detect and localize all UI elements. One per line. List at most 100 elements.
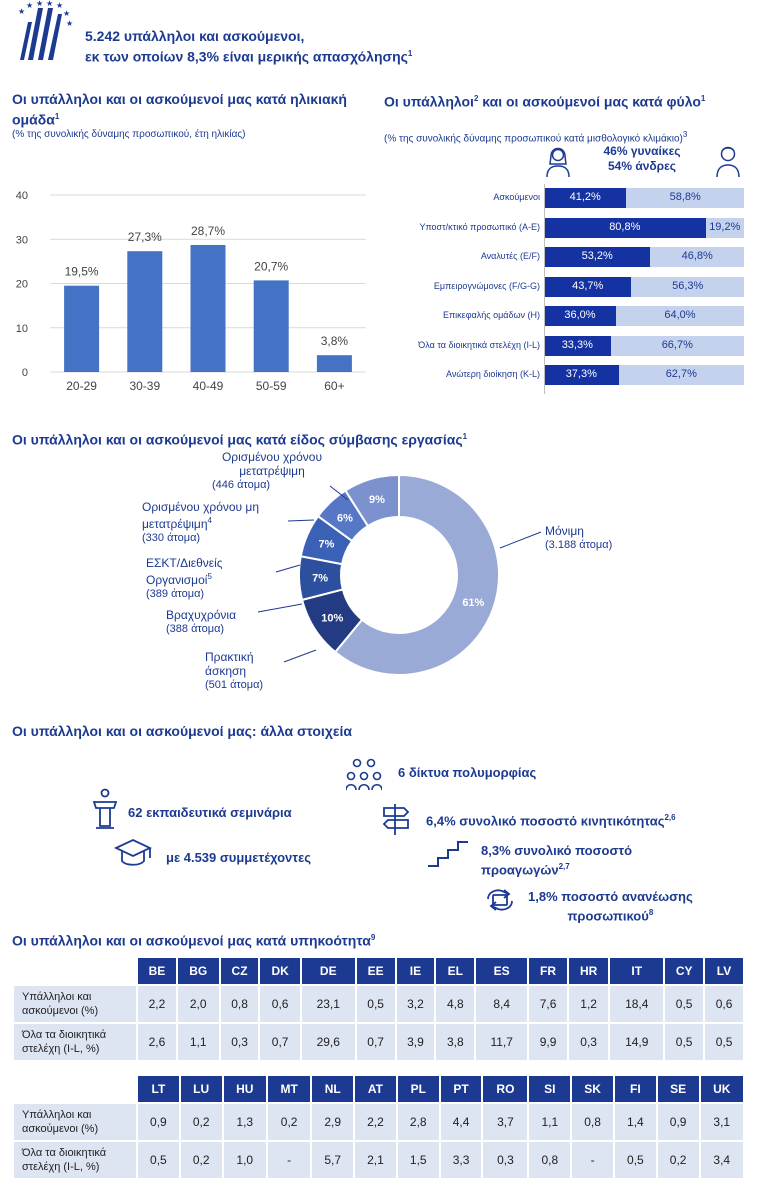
age-bar-chart: 0 10 20 30 40 19,5% 20-29 27,3% 30-39 28,7% 40-49 2… — [16, 190, 366, 393]
table-cell: 0,9 — [138, 1104, 179, 1140]
female-share-bar: 43,7% — [544, 276, 632, 297]
gender-bar: 80,8% 19,2% — [544, 217, 744, 238]
table-cell: 0,2 — [657, 1142, 699, 1178]
table-cell: - — [267, 1142, 311, 1178]
male-share-label: 62,7% — [665, 368, 697, 380]
table-cell: 1,5 — [397, 1142, 439, 1178]
country-code-cell: UK — [700, 1076, 743, 1102]
table-cell: 5,7 — [312, 1142, 354, 1178]
table-cell: 2,2 — [138, 986, 176, 1022]
table-cell: 0,8 — [572, 1104, 613, 1140]
gender-stacked-bar-chart: Ασκούμενοι 41,2% 58,8% Υποστ/κτικό προσωπικ… — [382, 188, 759, 398]
female-share-bar: 41,2% — [544, 188, 627, 208]
table-cell: 3,7 — [483, 1104, 528, 1140]
gender-row: Εμπειρογνώμονες (F/G-G) 43,7% 56,3% — [382, 276, 759, 297]
table-cell: 1,3 — [223, 1104, 266, 1140]
x-tick-label: 40-49 — [193, 379, 224, 393]
gender-row-label: Υποστ/κτικό προσωπικό (A-E) — [419, 221, 540, 232]
country-code-cell: PT — [440, 1076, 482, 1102]
other-facts-title: Οι υπάλληλοι και οι ασκούμενοί μας: άλλα… — [12, 723, 353, 739]
gender-bar: 41,2% 58,8% — [544, 188, 744, 208]
country-code-cell: ES — [476, 958, 528, 984]
svg-text:★: ★ — [26, 1, 33, 10]
male-share-label: 56,3% — [672, 279, 704, 292]
country-code-cell: RO — [483, 1076, 528, 1102]
age-bar-label: 20,7% — [254, 259, 288, 273]
age-bar-label: 28,7% — [191, 224, 225, 238]
table-row-managers: Όλα τα διοικητικά στελέχη (I-L, %) 0,5 0,2 1… — [14, 1142, 743, 1178]
table-header-row: LT LU HU MT NL AT PL PT RO SI SK FI SE UK — [14, 1076, 743, 1102]
country-code-cell: HR — [568, 958, 609, 984]
table-cell: 1,4 — [614, 1104, 656, 1140]
gender-bar: 33,3% 66,7% — [544, 335, 744, 356]
row-label-staff: Υπάλληλοι και ασκούμενοι (%) — [14, 1104, 136, 1140]
fact-participants: με 4.539 συμμετέχοντες — [166, 850, 311, 865]
country-code-cell: SI — [529, 1076, 571, 1102]
female-share-label: 53,2% — [581, 250, 613, 262]
country-code-cell: EL — [436, 958, 475, 984]
male-share-label: 46,8% — [681, 250, 713, 262]
table-cell: 3,2 — [396, 986, 435, 1022]
table-cell: 23,1 — [301, 986, 355, 1022]
fact-mobility: 6,4% συνολικό ποσοστό κινητικότητας2,6 — [426, 813, 676, 829]
table-cell: 0,5 — [614, 1142, 656, 1178]
donut-slice-label: 7% — [312, 572, 328, 584]
gender-legend: 46% γυναίκες 54% άνδρες — [578, 144, 706, 174]
svg-text:★: ★ — [46, 0, 53, 8]
country-code-cell: CZ — [220, 958, 259, 984]
people-group-icon — [346, 758, 382, 791]
woman-icon — [546, 147, 570, 178]
nationality-table-1: BE BG CZ DK DE EE IE EL ES FR HR IT CY LV Υπάλληλοι κ… — [12, 956, 745, 1062]
table-cell: 3,4 — [700, 1142, 743, 1178]
country-code-cell: LV — [705, 958, 743, 984]
x-tick-label: 30-39 — [129, 379, 160, 393]
svg-text:★: ★ — [63, 9, 70, 18]
female-share-label: 36,0% — [564, 309, 596, 321]
table-cell: 0,3 — [483, 1142, 528, 1178]
signpost-icon — [382, 804, 410, 835]
age-chart-subtitle: (% της συνολικής δύναμης προσωπικού, έτη… — [12, 129, 246, 140]
svg-text:★: ★ — [18, 7, 25, 16]
fact-renewal: 1,8% ποσοστό ανανέωσης προσωπικού8 — [528, 889, 693, 924]
svg-text:★: ★ — [36, 0, 43, 8]
gender-row: Όλα τα διοικητικά στελέχη (I-L) 33,3% 66,7… — [382, 335, 759, 356]
svg-text:★: ★ — [66, 19, 73, 28]
country-code-cell: LU — [180, 1076, 222, 1102]
gender-row: Ανώτερη διοίκηση (K-L) 37,3% 62,7% — [382, 365, 759, 385]
table-cell: 1,1 — [177, 1024, 219, 1060]
table-cell: - — [572, 1142, 613, 1178]
age-bar — [64, 285, 100, 372]
age-bar-label: 3,8% — [321, 334, 349, 348]
age-bar-label: 27,3% — [128, 230, 162, 244]
donut-slice — [344, 473, 400, 528]
table-cell: 2,1 — [355, 1142, 396, 1178]
country-code-cell: FI — [614, 1076, 656, 1102]
female-share-label: 33,3% — [561, 338, 593, 351]
y-tick-label: 40 — [16, 190, 28, 202]
male-share-label: 66,7% — [661, 338, 693, 351]
country-code-cell: EE — [356, 958, 395, 984]
table-cell: 1,2 — [568, 986, 609, 1022]
female-share-label: 41,2% — [569, 191, 601, 203]
table-cell: 9,9 — [529, 1024, 567, 1060]
table-cell: 2,8 — [397, 1104, 439, 1140]
table-cell: 1,0 — [223, 1142, 266, 1178]
donut-label-fixed-nonconvertible: Ορισμένου χρόνου μη μετατρέψιμη4 (330 άτ… — [142, 500, 260, 544]
y-tick-label: 30 — [16, 234, 28, 246]
age-bar — [253, 280, 289, 372]
gender-bar: 36,0% 64,0% — [544, 306, 744, 326]
table-cell: 0,5 — [138, 1142, 179, 1178]
table-cell: 3,1 — [700, 1104, 743, 1140]
table-cell: 11,7 — [476, 1024, 528, 1060]
table-cell: 0,3 — [568, 1024, 609, 1060]
fact-networks: 6 δίκτυα πολυμορφίας — [398, 765, 537, 780]
female-share-bar: 36,0% — [544, 306, 616, 326]
country-code-cell: DK — [260, 958, 300, 984]
table-cell: 3,9 — [396, 1024, 435, 1060]
country-code-cell: NL — [312, 1076, 354, 1102]
female-share-bar: 37,3% — [544, 365, 619, 385]
donut-leader-lines — [257, 485, 542, 663]
country-code-cell: LT — [138, 1076, 179, 1102]
donut-label-escb: ΕΣΚΤ/Διεθνείς Οργανισμοί5 (389 άτομα) — [146, 556, 223, 600]
country-code-cell: SK — [572, 1076, 613, 1102]
